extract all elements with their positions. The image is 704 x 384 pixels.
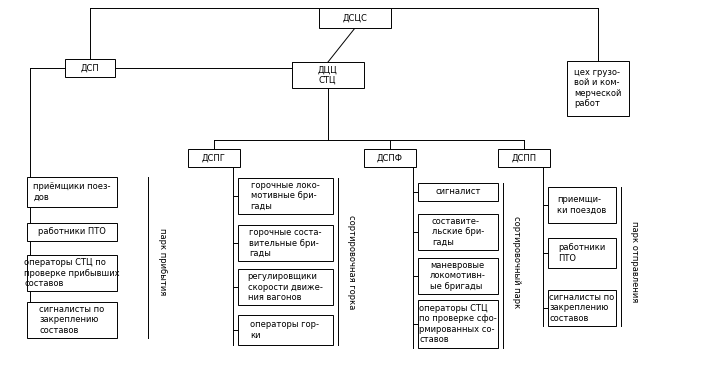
Text: операторы СТЦ по
проверке прибывших
составов: операторы СТЦ по проверке прибывших сост… [24,258,120,288]
Bar [418,183,498,201]
Bar [418,214,498,250]
Bar [418,300,498,348]
Bar [188,149,240,167]
Text: ДСПП: ДСПП [511,154,536,162]
Bar [27,302,117,338]
Text: горочные локо-
мотивные бри-
гады: горочные локо- мотивные бри- гады [251,182,320,210]
Bar [418,258,498,294]
Text: маневровые
локомотивн-
ые бригады: маневровые локомотивн- ые бригады [430,262,486,291]
Text: сортировочный парк: сортировочный парк [513,216,522,308]
Text: ДСПГ: ДСПГ [202,154,226,162]
Bar [237,225,332,261]
Bar [498,149,550,167]
Bar [27,255,117,291]
Text: парк прибытия: парк прибытия [158,228,167,296]
Bar [65,59,115,77]
Text: приёмщики поез-
дов: приёмщики поез- дов [33,182,111,202]
Bar [27,223,117,241]
Text: регулировщики
скорости движе-
ния вагонов: регулировщики скорости движе- ния вагоно… [248,273,322,301]
Text: сигналисты по
закреплению
составов: сигналисты по закреплению составов [39,305,105,334]
Bar [548,290,616,326]
Bar [319,8,391,28]
Text: работники ПТО: работники ПТО [38,227,106,237]
Bar [237,178,332,214]
Bar [237,315,332,345]
Bar [548,238,616,268]
Text: составите-
льские бри-
гады: составите- льские бри- гады [432,217,484,247]
Text: горочные соста-
вительные бри-
гады: горочные соста- вительные бри- гады [249,228,321,258]
Bar [364,149,416,167]
Text: приемщи-
ки поездов: приемщи- ки поездов [558,195,607,215]
Text: парк отправления: парк отправления [631,221,639,303]
Bar [27,177,117,207]
Text: ДЦЦ
СТЦ: ДЦЦ СТЦ [318,66,338,84]
Text: работники
ПТО: работники ПТО [558,243,605,263]
Bar [292,62,364,88]
Bar [237,269,332,305]
Text: сигналисты по
закреплению
составов: сигналисты по закреплению составов [549,293,615,323]
Bar [548,187,616,223]
Text: операторы гор-
ки: операторы гор- ки [251,321,320,339]
Text: ДСПФ: ДСПФ [377,154,403,162]
Text: сигналист: сигналист [435,187,481,197]
Text: ДСЦС: ДСЦС [343,13,367,23]
Bar [567,61,629,116]
Text: сортировочная горка: сортировочная горка [347,215,356,309]
Text: ДСП: ДСП [81,63,99,73]
Text: цех грузо-
вой и ком-
мерческой
работ: цех грузо- вой и ком- мерческой работ [574,68,622,108]
Text: операторы СТЦ
по проверке сфо-
рмированных со-
ставов: операторы СТЦ по проверке сфо- рмированн… [419,305,497,344]
